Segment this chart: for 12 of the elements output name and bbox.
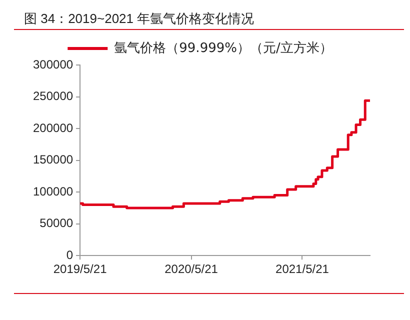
y-tick-label: 150000 bbox=[32, 152, 74, 167]
x-tick-label: 2021/5/21 bbox=[276, 262, 330, 276]
x-tick-label: 2020/5/21 bbox=[164, 262, 218, 276]
y-tick-label: 250000 bbox=[32, 89, 74, 104]
x-tick-label: 2019/5/21 bbox=[53, 262, 108, 276]
y-tick-label: 200000 bbox=[32, 120, 74, 135]
y-tick-label: 50000 bbox=[40, 216, 74, 230]
y-tick-label: 0 bbox=[66, 248, 74, 262]
y-tick-label: 100000 bbox=[32, 184, 74, 198]
chart-title: 图 34：2019~2021 年氩气价格变化情况 bbox=[24, 10, 254, 28]
y-tick-label: 300000 bbox=[32, 57, 74, 72]
legend-label: 氩气价格（99.999%）（元/立方米） bbox=[114, 40, 332, 56]
